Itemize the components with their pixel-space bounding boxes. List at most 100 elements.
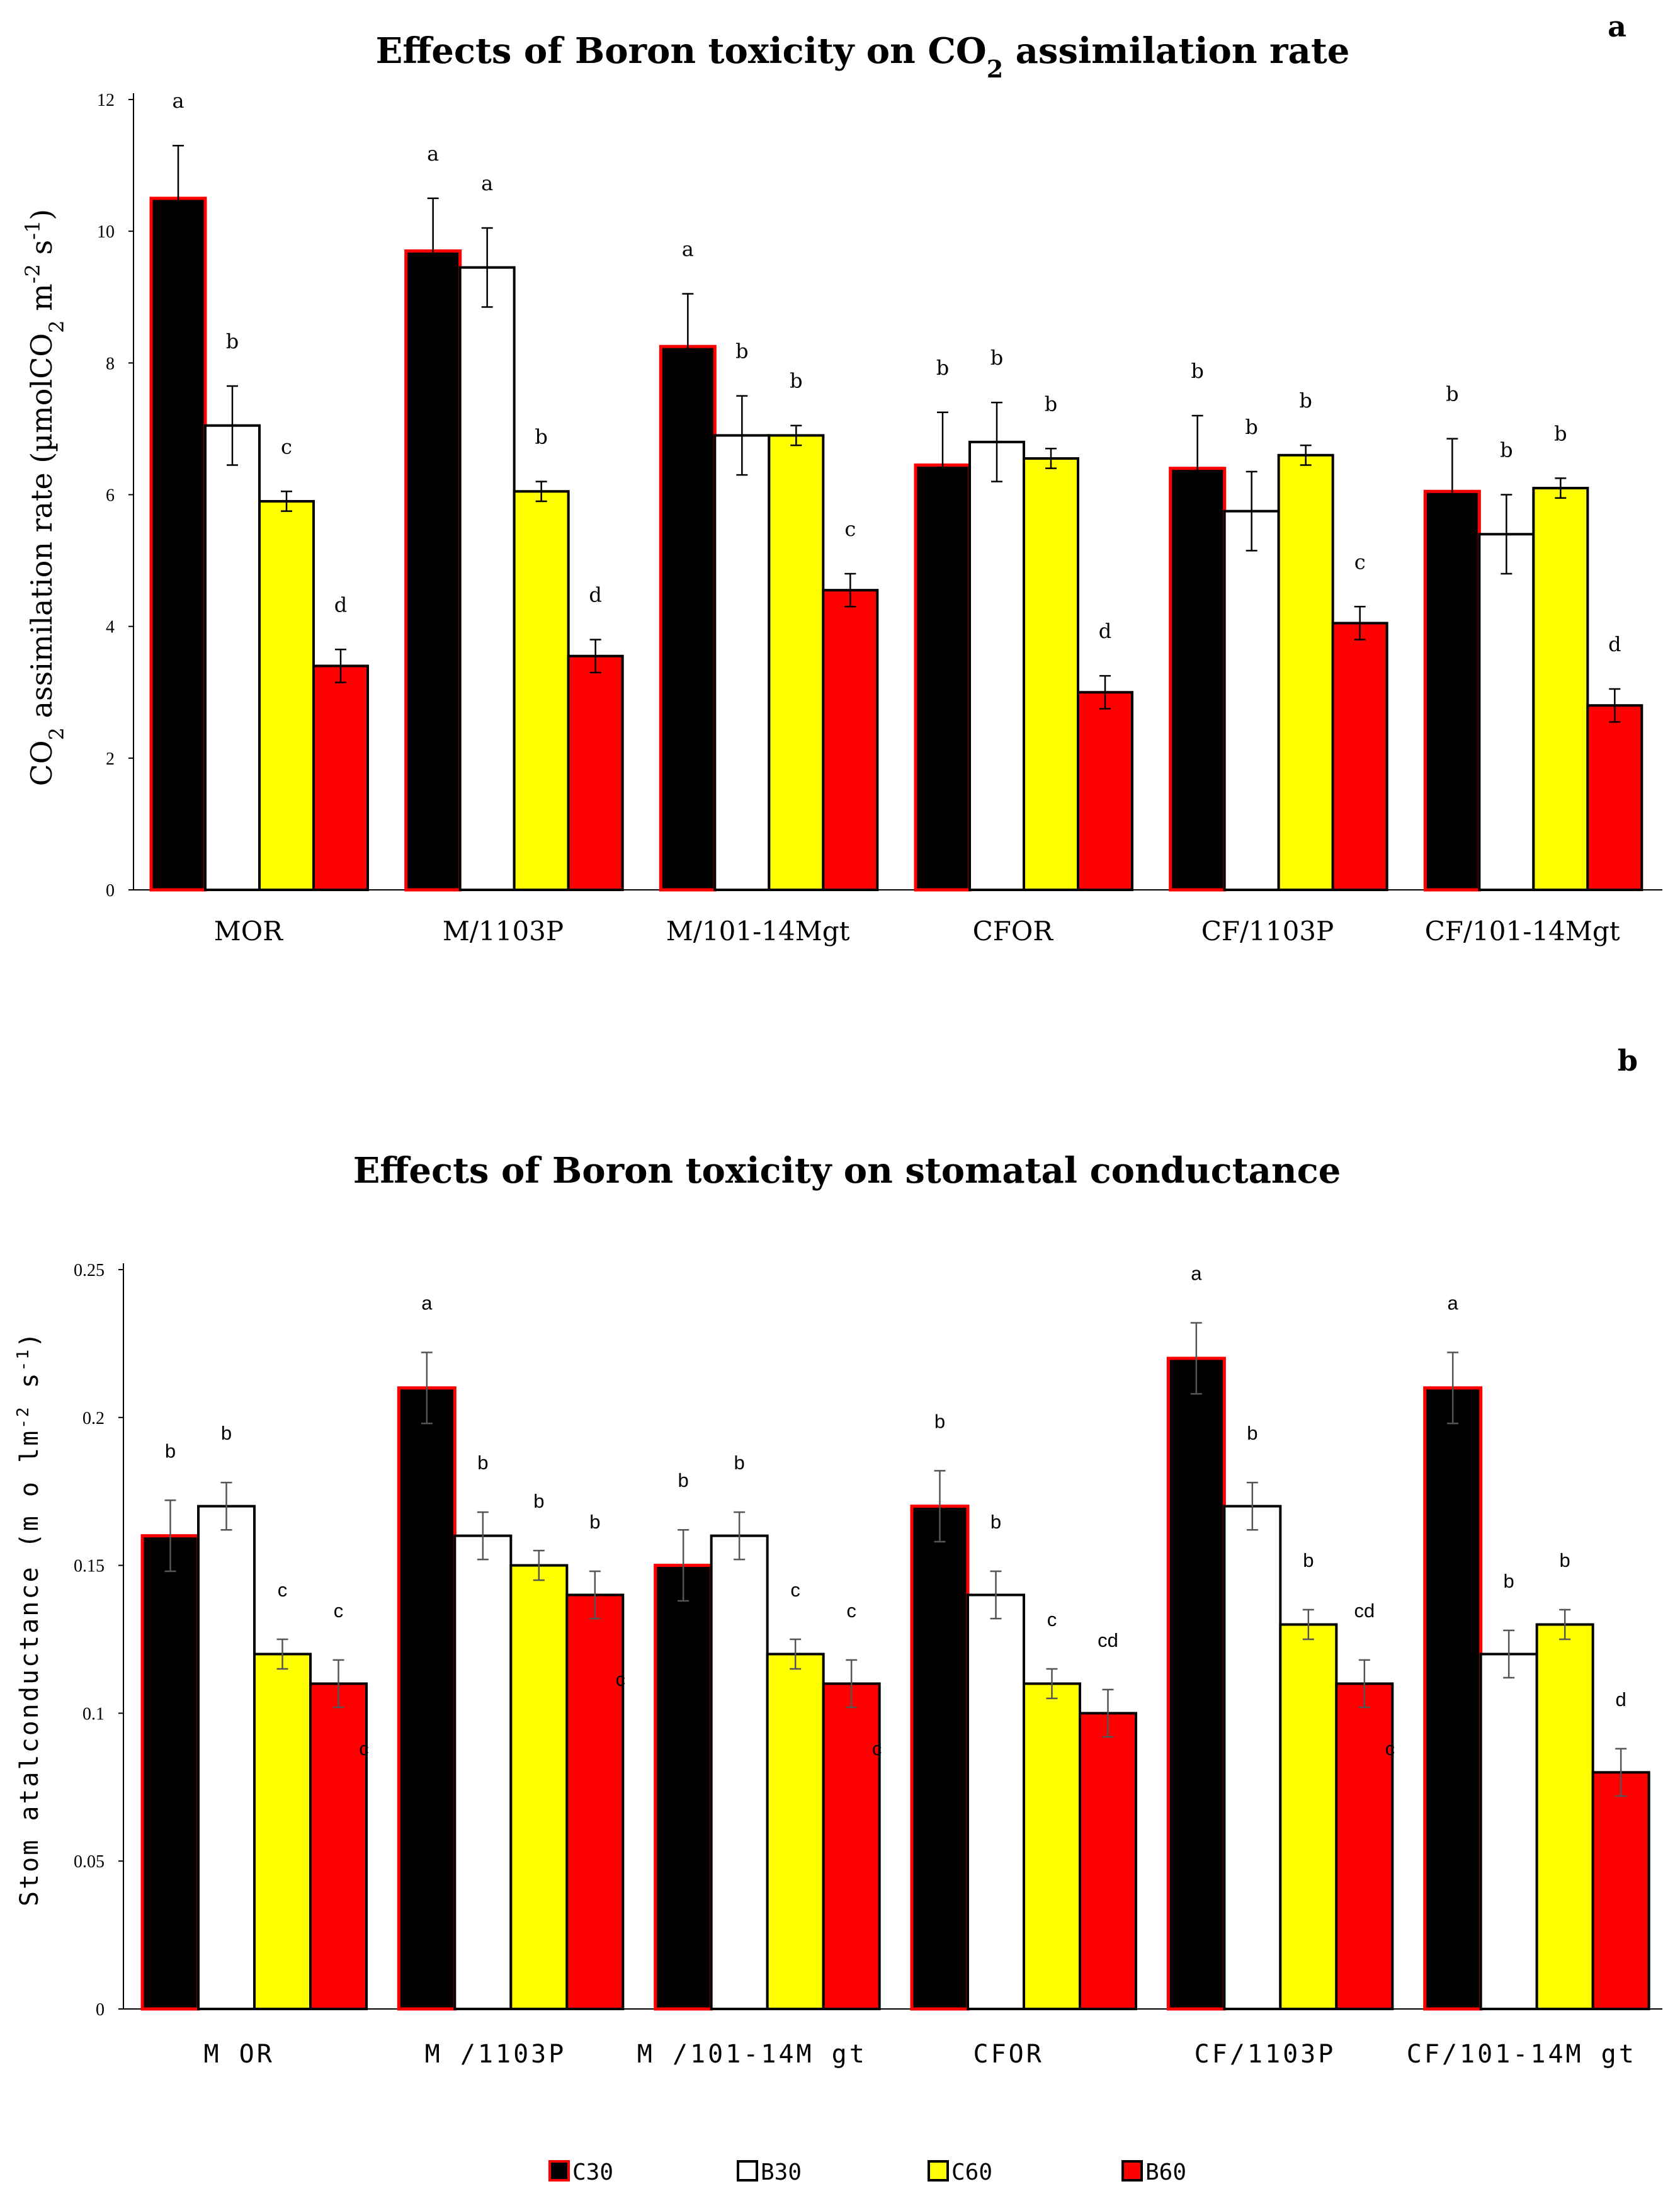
- bar-b60: [309, 1682, 368, 2010]
- bar-b30: [967, 1593, 1025, 2011]
- bar-b30: [968, 440, 1025, 891]
- bar-b30: [710, 1534, 769, 2010]
- significance-letter: b: [1191, 359, 1203, 383]
- bar-c30: [1169, 467, 1227, 892]
- y-tick-label: 4: [106, 618, 115, 637]
- legend-swatch-b60: [1121, 2160, 1143, 2182]
- bar-b60: [822, 1682, 881, 2010]
- bar-c60: [1023, 1682, 1081, 2010]
- legend-label: C60: [951, 2159, 992, 2185]
- y-tick-label: 6: [106, 486, 115, 506]
- x-category-label: MOR: [214, 916, 283, 947]
- panel-b-plot-area: 0 0.05 0.1 0.15 0.2 0.25 b b c c M OR a b b b M /1103P b…: [74, 1261, 1662, 2069]
- bar-b60: [1586, 704, 1643, 891]
- bar-c60: [1532, 487, 1589, 891]
- significance-letter: b: [735, 339, 748, 363]
- bar-b60: [1079, 1712, 1137, 2010]
- legend-label: B30: [761, 2159, 802, 2185]
- bar-b60: [1335, 1682, 1394, 2010]
- bar-b30: [1223, 509, 1280, 891]
- bar-b30: [204, 424, 261, 891]
- legend-swatch-c60: [928, 2160, 949, 2182]
- bar-c30: [1423, 1386, 1483, 2011]
- y-tick-label: 12: [97, 91, 115, 110]
- x-category-label: CFOR: [973, 2040, 1044, 2069]
- panel-b-label: b: [1618, 1044, 1638, 1078]
- significance-letter: b: [1554, 421, 1567, 445]
- bar-b60: [1077, 691, 1133, 891]
- bar-b30: [458, 266, 516, 891]
- significance-letter: b: [1504, 1570, 1514, 1592]
- significance-letter: b: [1247, 1422, 1257, 1444]
- x-category-label: M /101-14M gt: [637, 2040, 867, 2069]
- significance-letter: c: [844, 517, 856, 541]
- bar-b60: [565, 1593, 625, 2011]
- significance-letter: b: [934, 1410, 945, 1432]
- panel-a-plot-area: 0 2 4 6 8 10 12 a b c d MOR a a b d M/1103P a b b c M/101-14M…: [97, 89, 1662, 947]
- significance-letter: b: [221, 1422, 232, 1444]
- significance-letter: cd: [1354, 1600, 1375, 1622]
- bar-c30: [149, 196, 207, 892]
- bar-c30: [1423, 489, 1481, 892]
- significance-letter: b: [533, 1490, 544, 1512]
- bar-c30: [404, 249, 462, 892]
- panel-b-title: Effects of Boron toxicity on stomatal co…: [353, 1150, 1341, 1192]
- bar-b60: [822, 589, 879, 891]
- y-tick-label: 0.1: [82, 1704, 105, 1724]
- bar-b60: [1591, 1771, 1650, 2011]
- bar-c60: [766, 1653, 825, 2010]
- significance-letter: a: [1191, 1263, 1202, 1285]
- bar-c60: [253, 1653, 312, 2010]
- x-category-label: M/1103P: [443, 916, 564, 947]
- bar-b30: [1478, 533, 1535, 891]
- significance-letter: d: [589, 583, 601, 607]
- significance-letter: cd: [1098, 1629, 1118, 1651]
- bar-b60: [312, 664, 369, 891]
- significance-letter: b: [990, 1511, 1001, 1533]
- significance-letter: a: [1448, 1292, 1459, 1314]
- panel-b-y-axis-label: Stom atalconductance (m o lm-2 s-1): [14, 1331, 44, 1906]
- significance-letter: b: [734, 1452, 745, 1474]
- significance-letter: c: [278, 1579, 288, 1601]
- bar-b30: [197, 1505, 256, 2010]
- significance-letter: a: [421, 1292, 433, 1314]
- legend-label: C30: [572, 2159, 613, 2185]
- significance-letter: b: [589, 1511, 600, 1533]
- y-tick-label: 0.25: [74, 1261, 105, 1280]
- significance-letter: a: [682, 237, 694, 261]
- x-category-label: CF/1103P: [1201, 916, 1334, 947]
- bar-c30: [1166, 1357, 1226, 2011]
- bar-b60: [567, 654, 624, 891]
- x-category-label: M/101-14Mgt: [666, 916, 850, 947]
- bar-c30: [397, 1386, 457, 2011]
- significance-letter: b: [226, 329, 239, 353]
- bar-b30: [1223, 1505, 1282, 2010]
- x-category-label: CFOR: [973, 916, 1054, 947]
- significance-letter: c: [846, 1600, 856, 1622]
- legend-swatch-c30: [548, 2160, 570, 2182]
- y-tick-label: 8: [106, 354, 115, 373]
- stray-letter: c: [359, 1738, 369, 1760]
- y-tick-label: 0: [96, 2000, 105, 2020]
- bar-c60: [1277, 453, 1334, 891]
- bar-c30: [140, 1534, 200, 2011]
- y-tick-label: 0: [106, 881, 115, 901]
- significance-letter: a: [172, 89, 184, 113]
- significance-letter: c: [790, 1579, 800, 1601]
- bar-b30: [453, 1534, 513, 2010]
- significance-letter: b: [1560, 1549, 1570, 1571]
- bar-b60: [1331, 622, 1388, 891]
- bar-c60: [258, 499, 315, 891]
- legend-swatch-b30: [737, 2160, 758, 2182]
- significance-letter: d: [1099, 619, 1111, 643]
- panel-a-chart: Effects of Boron toxicity on CO2 assimil…: [21, 9, 1662, 947]
- significance-letter: c: [1047, 1608, 1057, 1630]
- bar-c60: [1535, 1623, 1594, 2010]
- significance-letter: b: [990, 346, 1003, 370]
- significance-letter: a: [427, 142, 439, 166]
- bar-c60: [1279, 1623, 1338, 2010]
- x-category-label: M /1103P: [425, 2040, 567, 2069]
- panel-a-y-axis-label: CO2 assimilation rate (µmolCO2 m-2 s-1): [21, 209, 69, 787]
- y-tick-label: 2: [106, 749, 115, 769]
